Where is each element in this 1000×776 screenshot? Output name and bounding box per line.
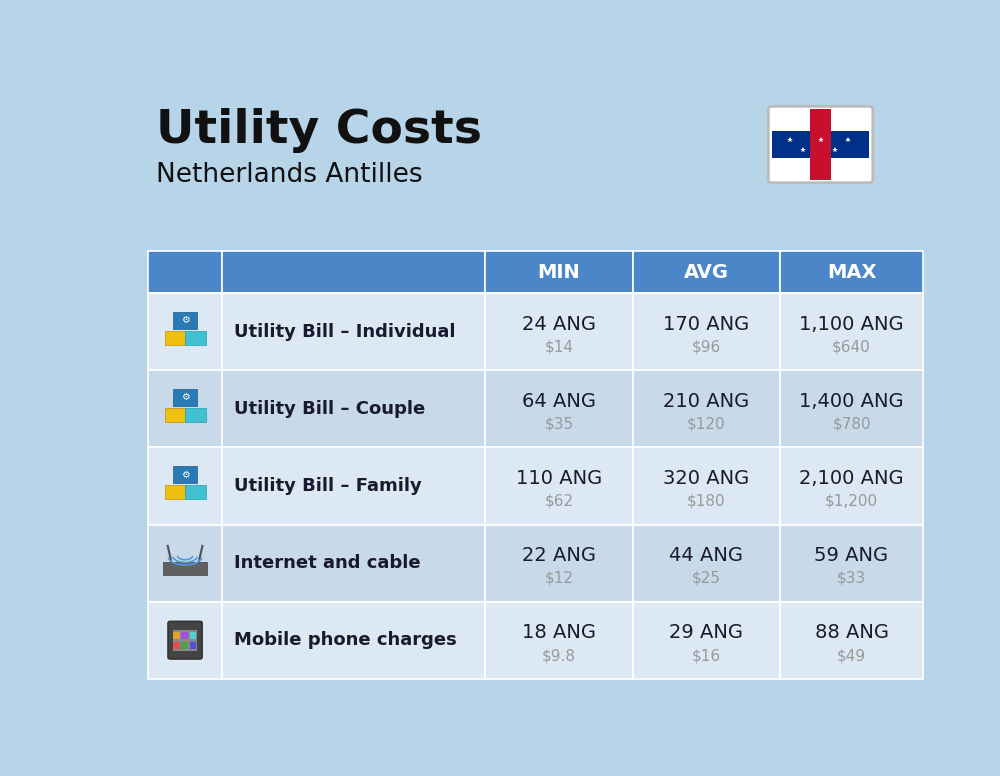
Bar: [485, 293, 633, 370]
Text: 1,400 ANG: 1,400 ANG: [799, 392, 904, 411]
Bar: [633, 448, 780, 525]
Text: $16: $16: [692, 648, 721, 663]
Text: ⚙: ⚙: [181, 315, 189, 325]
Bar: [222, 448, 485, 525]
Bar: [485, 370, 633, 448]
Text: Utility Bill – Family: Utility Bill – Family: [234, 477, 421, 495]
Bar: [780, 370, 923, 448]
Text: $33: $33: [837, 571, 866, 586]
Text: Utility Bill – Individual: Utility Bill – Individual: [234, 323, 455, 341]
Bar: [633, 370, 780, 448]
Bar: [173, 632, 180, 639]
Bar: [222, 370, 485, 448]
Text: 24 ANG: 24 ANG: [522, 314, 596, 334]
Text: 22 ANG: 22 ANG: [522, 546, 596, 565]
Text: AVG: AVG: [684, 263, 729, 282]
Bar: [633, 293, 780, 370]
Text: $35: $35: [544, 417, 574, 431]
Bar: [148, 293, 222, 370]
Bar: [772, 131, 869, 158]
Text: Utility Costs: Utility Costs: [156, 108, 482, 153]
Text: $14: $14: [544, 340, 574, 355]
Text: Utility Bill – Couple: Utility Bill – Couple: [234, 400, 425, 418]
Text: Internet and cable: Internet and cable: [234, 554, 420, 572]
Bar: [780, 601, 923, 679]
Bar: [485, 525, 633, 601]
Text: 44 ANG: 44 ANG: [669, 546, 743, 565]
Bar: [222, 601, 485, 679]
Bar: [222, 293, 485, 370]
Text: 2,100 ANG: 2,100 ANG: [799, 469, 904, 488]
Text: 18 ANG: 18 ANG: [522, 623, 596, 642]
Bar: [181, 632, 188, 639]
Bar: [163, 562, 207, 574]
Text: $96: $96: [692, 340, 721, 355]
Bar: [633, 525, 780, 601]
Text: 210 ANG: 210 ANG: [663, 392, 749, 411]
Bar: [148, 448, 222, 525]
Text: $62: $62: [544, 494, 574, 509]
Text: 110 ANG: 110 ANG: [516, 469, 602, 488]
FancyBboxPatch shape: [768, 106, 873, 183]
Bar: [185, 485, 206, 500]
Bar: [485, 251, 633, 293]
Text: $12: $12: [544, 571, 574, 586]
Bar: [173, 629, 197, 650]
Text: 29 ANG: 29 ANG: [669, 623, 743, 642]
Text: $49: $49: [837, 648, 866, 663]
Text: $640: $640: [832, 340, 871, 355]
Text: 64 ANG: 64 ANG: [522, 392, 596, 411]
Bar: [633, 601, 780, 679]
Bar: [222, 251, 485, 293]
Bar: [780, 251, 923, 293]
Text: 88 ANG: 88 ANG: [815, 623, 889, 642]
Bar: [165, 485, 186, 500]
Bar: [190, 642, 196, 650]
Text: MAX: MAX: [827, 263, 876, 282]
Bar: [185, 408, 206, 422]
Text: ⚙: ⚙: [181, 393, 189, 403]
Bar: [222, 525, 485, 601]
Text: $180: $180: [687, 494, 726, 509]
Bar: [148, 601, 222, 679]
Bar: [810, 109, 831, 180]
Bar: [485, 448, 633, 525]
Text: 320 ANG: 320 ANG: [663, 469, 749, 488]
Bar: [165, 408, 186, 422]
Bar: [173, 389, 197, 406]
Bar: [173, 466, 197, 483]
Bar: [173, 642, 180, 650]
Text: ⚙: ⚙: [181, 469, 189, 480]
Bar: [780, 293, 923, 370]
Bar: [165, 331, 186, 345]
Text: $1,200: $1,200: [825, 494, 878, 509]
Bar: [181, 642, 188, 650]
Bar: [185, 331, 206, 345]
Bar: [173, 312, 197, 329]
Bar: [148, 251, 222, 293]
Text: $9.8: $9.8: [542, 648, 576, 663]
Bar: [485, 601, 633, 679]
Text: 59 ANG: 59 ANG: [814, 546, 889, 565]
Text: 170 ANG: 170 ANG: [663, 314, 749, 334]
Text: $120: $120: [687, 417, 726, 431]
Bar: [780, 525, 923, 601]
Bar: [148, 525, 222, 601]
Text: 1,100 ANG: 1,100 ANG: [799, 314, 904, 334]
Bar: [780, 448, 923, 525]
Text: $780: $780: [832, 417, 871, 431]
Text: MIN: MIN: [538, 263, 580, 282]
Bar: [148, 370, 222, 448]
FancyBboxPatch shape: [168, 621, 202, 659]
Text: $25: $25: [692, 571, 721, 586]
Text: Netherlands Antilles: Netherlands Antilles: [156, 162, 423, 188]
Bar: [633, 251, 780, 293]
Text: Mobile phone charges: Mobile phone charges: [234, 631, 456, 650]
Bar: [190, 632, 196, 639]
